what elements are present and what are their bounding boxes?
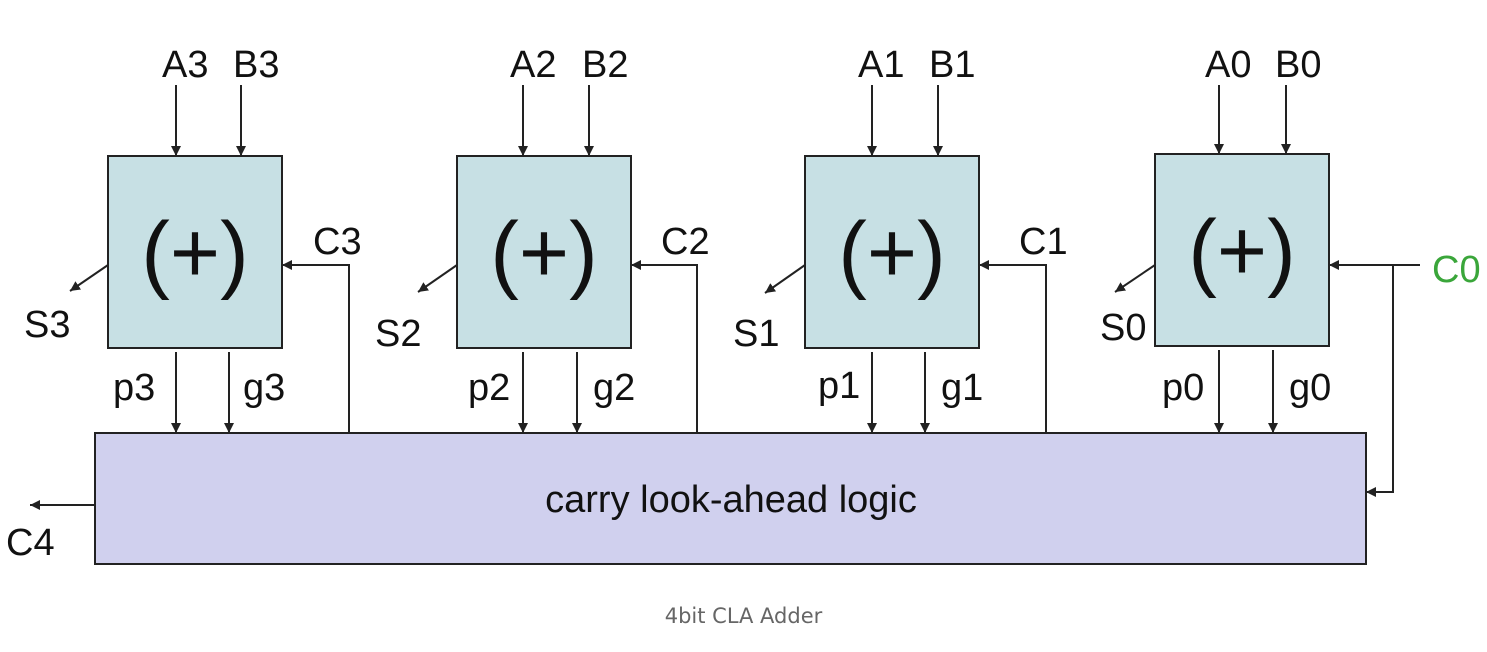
figure-caption: 4bit CLA Adder <box>664 604 823 628</box>
s1-label: S1 <box>733 313 779 355</box>
adder-0: (+) A0 B0 S0 p0 g0 C0 <box>1100 44 1481 497</box>
p0-label: p0 <box>1162 367 1204 409</box>
p1-label: p1 <box>818 365 860 407</box>
a1-label: A1 <box>858 44 904 86</box>
c2-feedback-arrow <box>631 260 698 433</box>
s0-label: S0 <box>1100 307 1146 349</box>
adder-2-box <box>456 155 632 349</box>
adder-0-operator: (+) <box>1188 203 1296 299</box>
c0-to-cla-arrow <box>1366 265 1394 497</box>
s3-arrow <box>69 264 109 292</box>
s0-arrow <box>1114 264 1156 293</box>
s2-arrow <box>417 264 458 293</box>
c3-feedback-arrow <box>282 260 350 433</box>
s2-label: S2 <box>375 313 421 355</box>
c0-label: C0 <box>1432 249 1481 291</box>
adder-1-box <box>804 155 980 349</box>
g2-label: g2 <box>593 367 635 409</box>
a0-label: A0 <box>1205 44 1251 86</box>
a2-label: A2 <box>510 44 556 86</box>
c4-label: C4 <box>6 522 55 564</box>
g3-label: g3 <box>243 367 285 409</box>
g0-label: g0 <box>1289 367 1331 409</box>
adder-3-operator: (+) <box>141 205 249 301</box>
adder-1-operator: (+) <box>838 205 946 301</box>
c1-label: C1 <box>1019 221 1068 263</box>
adder-0-box <box>1154 153 1330 347</box>
adder-2-operator: (+) <box>490 205 598 301</box>
b1-label: B1 <box>929 44 975 86</box>
s3-label: S3 <box>24 304 70 346</box>
s1-arrow <box>764 264 806 294</box>
a3-label: A3 <box>162 44 208 86</box>
b2-label: B2 <box>582 44 628 86</box>
c3-label: C3 <box>313 221 362 263</box>
carry-lookahead-label: carry look-ahead logic <box>545 479 917 521</box>
c2-label: C2 <box>661 221 710 263</box>
carry-lookahead-block <box>94 432 1367 565</box>
b0-label: B0 <box>1275 44 1321 86</box>
b3-label: B3 <box>233 44 279 86</box>
adder-3: (+) A3 B3 S3 p3 g3 C3 <box>24 44 362 433</box>
adder-2: (+) A2 B2 S2 p2 g2 C2 <box>375 44 710 433</box>
p3-label: p3 <box>113 367 155 409</box>
p2-label: p2 <box>468 367 510 409</box>
c1-feedback-arrow <box>979 260 1047 433</box>
g1-label: g1 <box>941 367 983 409</box>
adder-1: (+) A1 B1 S1 p1 g1 C1 <box>733 44 1068 433</box>
cla-adder-diagram: carry look-ahead logic C4 (+) A3 B3 S3 p… <box>6 44 1481 565</box>
adder-3-box <box>107 155 283 349</box>
